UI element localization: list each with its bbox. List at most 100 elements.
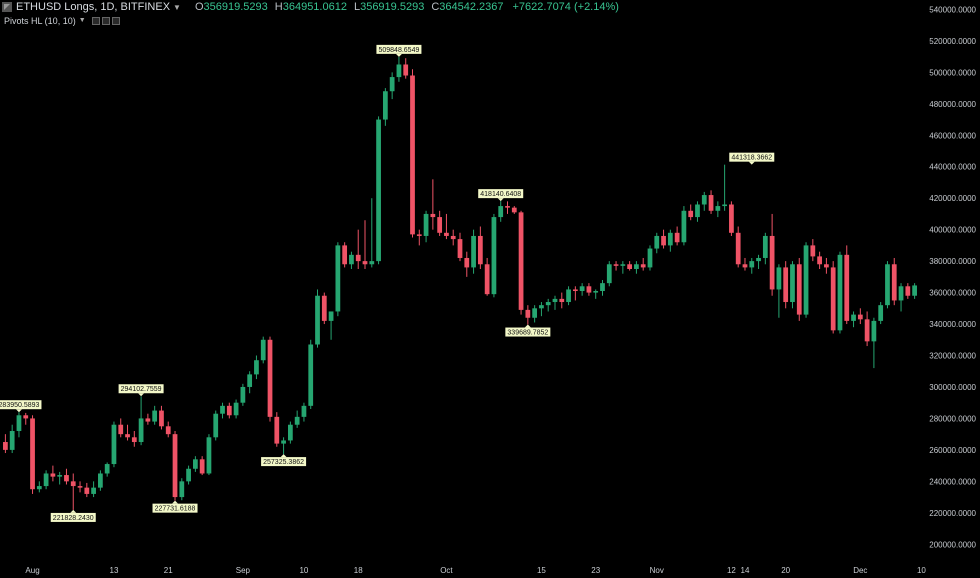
candle <box>640 257 646 271</box>
candle-body <box>532 308 538 318</box>
candle-body <box>715 206 721 211</box>
candle-body <box>810 245 816 257</box>
candle <box>57 471 63 485</box>
candle <box>525 305 531 325</box>
candle-body <box>281 440 286 444</box>
candle-body <box>864 319 870 342</box>
candle-body <box>382 91 388 120</box>
candle-body <box>878 305 884 321</box>
pivot-label: 257325.3862 <box>261 454 307 467</box>
chevron-down-icon[interactable]: ▼ <box>78 17 86 24</box>
candle-body <box>477 235 483 265</box>
candle <box>539 302 544 317</box>
candle <box>403 58 409 79</box>
settings-icon[interactable] <box>91 16 100 25</box>
legend-header: ETHUSD Longs, 1D, BITFINEX ▼ O 356919.52… <box>0 0 619 14</box>
candle <box>294 410 300 428</box>
symbol-title[interactable]: ETHUSD Longs, 1D, BITFINEX <box>16 1 171 13</box>
candle-body <box>756 257 761 262</box>
candle-body <box>206 437 212 474</box>
indicator-label[interactable]: Pivots HL (10, 10) <box>4 15 76 26</box>
candle <box>729 201 734 236</box>
candle-body <box>640 264 646 268</box>
pivot-pointer <box>15 409 22 413</box>
candle-body <box>620 264 626 266</box>
pivot-label: 339689.7852 <box>505 324 551 337</box>
candle <box>254 355 259 380</box>
candle <box>206 434 212 476</box>
candle <box>220 402 225 419</box>
hide-icon[interactable] <box>101 16 110 25</box>
candle <box>606 261 612 287</box>
pivot-label: 221828.2430 <box>50 509 96 522</box>
candle <box>179 478 185 501</box>
candle <box>830 261 836 334</box>
candle <box>199 456 205 476</box>
candle <box>613 261 619 271</box>
candle <box>647 245 653 271</box>
candle-body <box>165 426 171 435</box>
candle <box>376 116 381 265</box>
candle <box>410 69 415 238</box>
candle-body <box>98 473 103 488</box>
candle-body <box>891 264 897 301</box>
candle-body <box>464 257 470 268</box>
candle <box>274 412 280 447</box>
price-axis[interactable]: 200000.0000 220000.0000 240000.0000 260000.… <box>929 5 976 549</box>
candle <box>267 336 273 422</box>
candle <box>505 201 510 214</box>
candle <box>620 261 626 274</box>
candle <box>104 462 110 477</box>
candle <box>762 232 768 265</box>
time-axis[interactable]: Aug 13 21 Sep 10 18 Oct 15 23 Nov 12 14 20 Dec 10 <box>25 566 926 575</box>
candle <box>654 232 660 254</box>
candle-body <box>471 235 476 268</box>
candle <box>437 210 443 236</box>
candle-body <box>572 289 578 292</box>
y-tick-label: 380000.0000 <box>929 257 976 266</box>
candle-body <box>518 212 524 310</box>
candle-body <box>111 424 117 465</box>
y-tick-label: 460000.0000 <box>929 131 976 140</box>
candle <box>335 242 341 317</box>
candle <box>634 261 639 274</box>
candle-body <box>701 195 707 205</box>
pivot-pointer <box>524 324 531 328</box>
x-tick-label: 13 <box>110 566 119 575</box>
candle-body <box>905 286 911 296</box>
candle <box>3 434 8 454</box>
x-tick-label: Oct <box>440 566 453 575</box>
candle-body <box>661 235 666 246</box>
candle-body <box>566 289 571 303</box>
candle <box>98 470 103 491</box>
candle-body <box>84 487 90 494</box>
x-tick-label: Aug <box>25 566 39 575</box>
chart-symbol-icon <box>2 2 12 12</box>
indicator-legend: Pivots HL (10, 10) ▼ <box>4 14 120 27</box>
candle <box>566 286 571 306</box>
chevron-down-icon[interactable]: ▼ <box>173 2 181 12</box>
candle <box>138 396 144 446</box>
remove-icon[interactable] <box>111 16 120 25</box>
candle-body <box>491 217 497 295</box>
pivot-pointer <box>70 509 77 513</box>
x-tick-label: 18 <box>354 566 363 575</box>
candle <box>444 213 449 240</box>
candle-body <box>376 119 381 262</box>
x-tick-label: Sep <box>236 566 251 575</box>
candle-body <box>824 264 829 268</box>
pivot-label-text: 294102.7559 <box>121 386 162 393</box>
candle <box>864 311 870 347</box>
candle <box>213 410 219 441</box>
candle-body <box>131 437 137 443</box>
candle <box>36 481 42 493</box>
candle <box>796 257 802 321</box>
candle-body <box>77 486 83 488</box>
pivot-label-text: 283950.5893 <box>0 402 40 409</box>
candle <box>111 421 117 468</box>
candle <box>837 251 843 334</box>
candle-body <box>430 213 436 218</box>
candle <box>912 283 917 299</box>
y-tick-label: 220000.0000 <box>929 509 976 518</box>
